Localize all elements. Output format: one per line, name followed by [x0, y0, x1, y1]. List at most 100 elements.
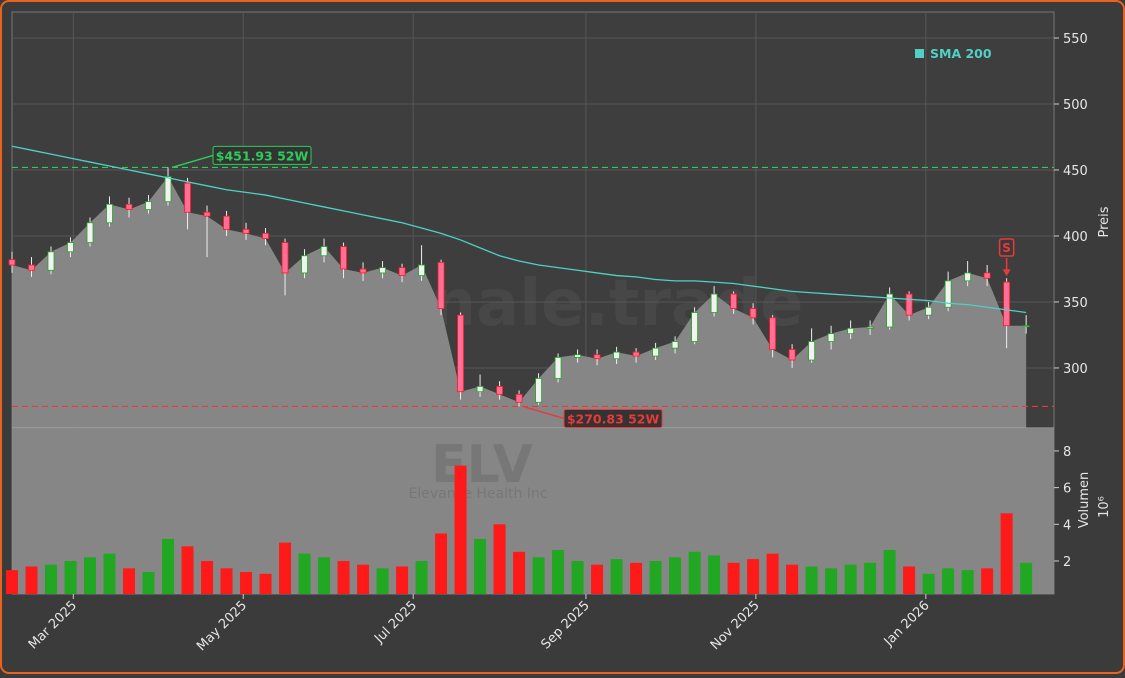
- candle-body: [418, 264, 425, 276]
- legend-label: SMA 200: [930, 46, 992, 61]
- volume-bar: [805, 566, 818, 594]
- volume-bar: [844, 564, 857, 594]
- volume-bar: [318, 557, 331, 594]
- candle-body: [710, 293, 718, 313]
- volume-offset-label: 10⁶: [1097, 496, 1112, 518]
- signal-label: S: [1002, 241, 1011, 255]
- candle-body: [125, 203, 133, 210]
- candle-body: [203, 211, 211, 217]
- volume-bar: [942, 568, 955, 594]
- candle-body: [106, 203, 113, 224]
- volume-bar: [103, 553, 116, 594]
- candle-body: [671, 341, 679, 349]
- volume-bar: [376, 568, 389, 594]
- annotation-label: $270.83 52W: [567, 411, 660, 426]
- volume-axis-label: Volumen: [1077, 472, 1092, 529]
- candle-body: [944, 280, 952, 308]
- volume-bar: [981, 568, 994, 594]
- volume-bar: [298, 553, 311, 594]
- volume-bar: [669, 557, 682, 594]
- candle-body: [320, 246, 328, 257]
- y-tick-label: 6: [1063, 482, 1071, 497]
- volume-bar: [435, 533, 448, 594]
- candle-body: [1022, 325, 1030, 328]
- signal-arrowhead: [1002, 269, 1011, 277]
- candle-body: [359, 268, 367, 274]
- volume-bar: [883, 549, 896, 594]
- legend-swatch: [915, 49, 924, 58]
- volume-bar: [84, 557, 97, 594]
- signal-box: [998, 238, 1015, 257]
- y-tick-label: 2: [1063, 555, 1071, 570]
- candle-body: [574, 354, 581, 358]
- candle-body: [964, 272, 972, 282]
- candle-body: [164, 176, 172, 203]
- annotation-arrow: [522, 405, 565, 420]
- y-axis-label: Preis: [1097, 206, 1112, 237]
- candle-body: [301, 255, 308, 274]
- candle-body: [925, 306, 933, 316]
- candle-body: [398, 267, 406, 276]
- volume-bar: [259, 573, 272, 594]
- candle-body: [67, 242, 74, 253]
- volume-bar: [493, 524, 506, 594]
- candle-body: [86, 222, 94, 243]
- candle-body: [28, 264, 35, 271]
- candle-body: [47, 251, 55, 271]
- volume-bar: [532, 557, 545, 594]
- volume-bar: [864, 562, 877, 594]
- candle-body: [691, 312, 698, 342]
- annotation-label: $451.93 52W: [216, 148, 309, 163]
- volume-bar: [454, 465, 467, 594]
- candle-body: [983, 272, 991, 279]
- candle-body: [476, 386, 484, 393]
- candle-body: [632, 351, 640, 357]
- candle-body: [379, 267, 386, 274]
- candle-body: [223, 215, 230, 230]
- y-tick-label: 8: [1063, 445, 1071, 460]
- candle-body: [613, 351, 620, 360]
- volume-bar: [903, 566, 916, 594]
- volume-bar: [142, 571, 155, 594]
- candle-body: [184, 182, 191, 213]
- candle-body: [847, 327, 855, 335]
- candle-body: [457, 314, 464, 393]
- y-tick-label: 400: [1063, 230, 1088, 245]
- candle-body: [827, 333, 835, 342]
- volume-bar: [1020, 562, 1033, 594]
- volume-bar: [961, 570, 974, 594]
- annotation-box: [563, 408, 663, 428]
- sma-line: [11, 145, 1027, 314]
- volume-bar: [630, 562, 643, 594]
- candle-body: [8, 259, 16, 266]
- volume-bar: [474, 538, 487, 594]
- volume-bar: [610, 559, 623, 594]
- volume-bar: [181, 546, 194, 594]
- candle-body: [554, 356, 562, 379]
- candle-body: [496, 386, 503, 395]
- volume-bar: [220, 568, 233, 594]
- y-tick-label: 300: [1063, 362, 1088, 377]
- volume-bar: [45, 564, 58, 594]
- candle-body: [1003, 281, 1011, 327]
- volume-bar: [25, 566, 38, 594]
- candle-body: [905, 293, 913, 316]
- y-tick-label: 450: [1063, 164, 1088, 179]
- candle-body: [535, 378, 542, 403]
- volume-bar: [688, 551, 701, 594]
- y-tick-label: 500: [1063, 98, 1088, 113]
- annotation-box: [212, 145, 312, 165]
- volume-bar: [396, 566, 409, 594]
- candle-body: [769, 317, 777, 350]
- volume-bar: [337, 560, 350, 594]
- volume-bar: [766, 553, 779, 594]
- volume-bar: [201, 560, 214, 594]
- layer: forexsignale.trade3003504004505005502468…: [6, 12, 1088, 654]
- candle-body: [730, 293, 737, 309]
- candle-body: [145, 201, 152, 210]
- volume-bar: [552, 549, 565, 594]
- volume-bar: [825, 568, 838, 594]
- candle-body: [808, 341, 816, 361]
- volume-bar: [123, 568, 136, 594]
